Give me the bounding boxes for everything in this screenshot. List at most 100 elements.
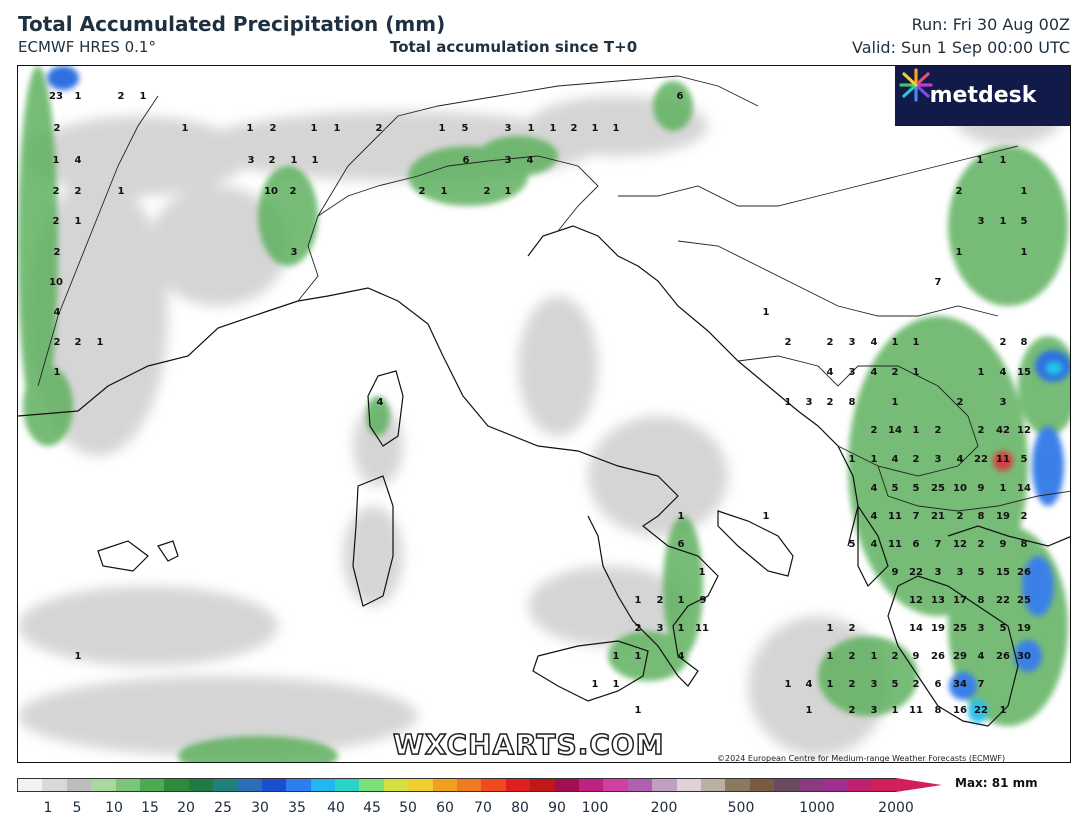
precip-value-label: 10 — [953, 483, 967, 494]
precip-value-label: 2 — [570, 123, 578, 134]
precip-value-label: 15 — [996, 567, 1010, 578]
precip-value-label: 2 — [912, 454, 920, 465]
precip-value-label: 1 — [912, 367, 920, 378]
precip-value-label: 1 — [612, 679, 620, 690]
precip-value-label: 1 — [784, 679, 792, 690]
precip-value-label: 3 — [504, 155, 512, 166]
scale-swatch — [871, 779, 897, 791]
scale-swatch — [91, 779, 116, 791]
metdesk-wordmark: metdesk — [929, 82, 1037, 108]
precip-value-label: 3 — [870, 679, 878, 690]
precip-value-label: 2 — [848, 623, 856, 634]
precip-value-label: 1 — [870, 651, 878, 662]
model-name: ECMWF HRES 0.1° — [18, 38, 156, 56]
precip-value-label: 1 — [181, 123, 189, 134]
heavy-precip-areas — [47, 66, 1070, 723]
scale-swatch — [432, 779, 458, 791]
scale-tick-label: 5 — [72, 800, 82, 816]
precip-value-label: 2 — [848, 651, 856, 662]
scale-swatch — [505, 779, 531, 791]
scale-swatch — [578, 779, 604, 791]
precip-value-label: 1 — [1020, 186, 1028, 197]
precipitation-map[interactable]: metdesk 23 1 2 1 2 1 1 2 1 1 2 1 5 3 1 1 2 1 1 6 1 4 3 2 1 1 6 3 4 1 1… — [17, 65, 1071, 763]
precip-value-label: 11 — [996, 454, 1010, 465]
precip-value-label: 22 — [996, 595, 1010, 606]
scale-tick-label: 1 — [43, 800, 53, 816]
scale-swatch — [554, 779, 579, 791]
scale-tick-label: 70 — [474, 800, 492, 816]
precip-value-label: 3 — [977, 216, 985, 227]
scale-swatch — [383, 779, 409, 791]
precip-value-label: 3 — [504, 123, 512, 134]
precip-value-label: 3 — [290, 247, 298, 258]
precip-value-label: 1 — [677, 623, 685, 634]
precip-value-label: 1 — [440, 186, 448, 197]
precip-value-label: 1 — [612, 651, 620, 662]
precip-value-label: 1 — [955, 247, 963, 258]
precip-value-label: 12 — [1017, 425, 1031, 436]
precip-value-label: 3 — [999, 397, 1007, 408]
coastlines — [18, 225, 1070, 727]
precip-value-label: 16 — [953, 705, 967, 716]
metdesk-logo: metdesk — [895, 66, 1070, 126]
precip-value-label: 8 — [934, 705, 942, 716]
precip-value-label: 2 — [934, 425, 942, 436]
precip-value-label: 25 — [1017, 595, 1031, 606]
scale-swatch — [457, 779, 482, 791]
precip-value-label: 4 — [53, 307, 61, 318]
precip-value-label: 12 — [909, 595, 923, 606]
precip-value-label: 4 — [870, 511, 878, 522]
precip-value-label: 1 — [527, 123, 535, 134]
precip-value-label: 2 — [891, 651, 899, 662]
precip-value-label: 3 — [805, 397, 813, 408]
precip-value-label: 21 — [931, 511, 945, 522]
scale-swatch — [261, 779, 287, 791]
scale-swatch — [530, 779, 555, 791]
precip-value-label: 2 — [870, 425, 878, 436]
precip-value-label: 7 — [934, 539, 942, 550]
precip-value-label: 1 — [891, 705, 899, 716]
scale-max-arrow — [896, 778, 942, 792]
scale-tick-label: 90 — [548, 800, 566, 816]
scale-tick-label: 20 — [177, 800, 195, 816]
precip-value-label: 12 — [953, 539, 967, 550]
precip-value-label: 10 — [49, 277, 63, 288]
precip-value-label: 1 — [117, 186, 125, 197]
precip-value-label: 9 — [699, 595, 707, 606]
precip-value-label: 1 — [52, 155, 60, 166]
precip-value-label: 23 — [49, 91, 63, 102]
scale-swatch — [822, 779, 848, 791]
precip-value-label: 2 — [117, 91, 125, 102]
precip-value-label: 1 — [246, 123, 254, 134]
precip-value-label: 1 — [805, 705, 813, 716]
scale-swatch — [627, 779, 653, 791]
scale-tick-label: 40 — [327, 800, 345, 816]
scale-tick-label: 60 — [436, 800, 454, 816]
precip-value-label: 2 — [268, 155, 276, 166]
flower-icon — [899, 68, 933, 102]
precip-value-label: 1 — [977, 367, 985, 378]
precip-value-label: 2 — [1020, 511, 1028, 522]
precip-value-label: 2 — [826, 337, 834, 348]
country-borders — [37, 75, 1070, 512]
precip-value-label: 2 — [74, 337, 82, 348]
scale-tick-label: 2000 — [878, 800, 914, 816]
precip-value-label: 1 — [762, 307, 770, 318]
precip-value-label: 4 — [891, 454, 899, 465]
precip-value-label: 1 — [976, 155, 984, 166]
wxcharts-watermark: WXCHARTS.COM — [392, 727, 665, 762]
precip-value-label: 8 — [848, 397, 856, 408]
scale-tick-label: 200 — [650, 800, 678, 816]
scale-swatch — [481, 779, 506, 791]
precip-value-label: 1 — [912, 337, 920, 348]
precip-value-label: 7 — [977, 679, 985, 690]
scale-tick-label: 35 — [288, 800, 306, 816]
precip-value-label: 2 — [848, 679, 856, 690]
scale-swatch — [237, 779, 262, 791]
scale-tick-label: 30 — [251, 800, 269, 816]
precip-value-label: 4 — [376, 397, 384, 408]
precip-value-label: 19 — [1017, 623, 1031, 634]
valid-time: Valid: Sun 1 Sep 00:00 UTC — [852, 38, 1070, 57]
precip-value-label: 14 — [1017, 483, 1031, 494]
precip-value-label: 5 — [912, 483, 920, 494]
